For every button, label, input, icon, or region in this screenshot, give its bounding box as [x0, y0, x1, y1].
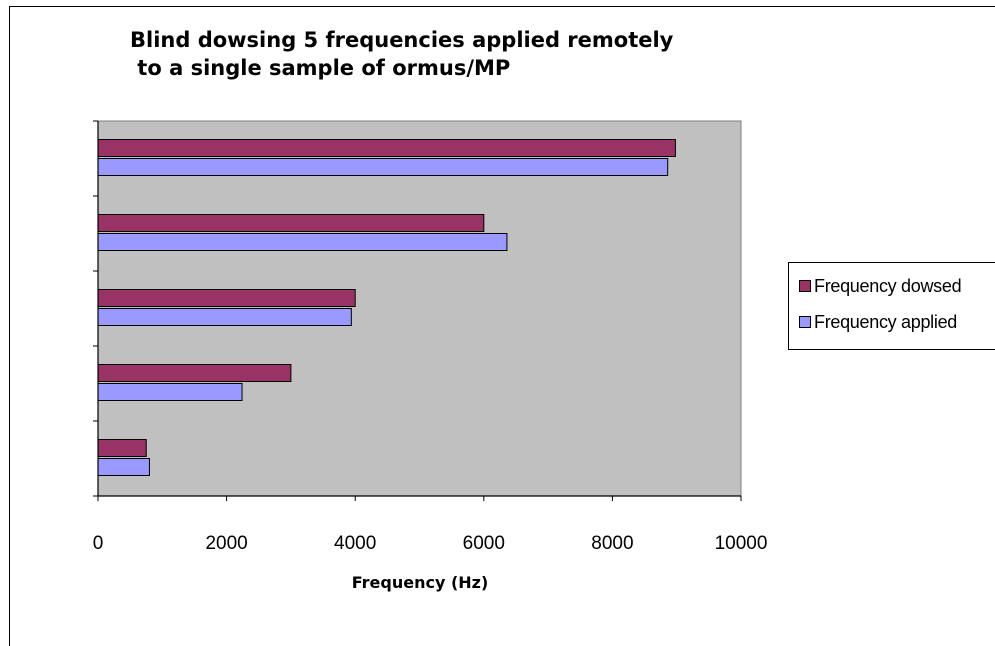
- chart-frame: [9, 6, 995, 646]
- x-axis-title: Frequency (Hz): [352, 573, 489, 592]
- chart-title: Blind dowsing 5 frequencies applied remo…: [130, 28, 674, 80]
- x-tick-label: 10000: [715, 533, 768, 554]
- x-tick-label: 0: [93, 533, 104, 554]
- bar-dowsed-0: [97, 139, 676, 157]
- x-tick-label: 6000: [463, 533, 505, 554]
- bar-applied-2: [97, 308, 352, 326]
- bar-dowsed-3: [97, 364, 292, 382]
- legend-label-dowsed: Frequency dowsed: [814, 275, 962, 296]
- legend-label-applied: Frequency applied: [814, 311, 957, 332]
- legend-item-applied: Frequency applied: [799, 310, 957, 334]
- legend-swatch-dowsed: [799, 280, 811, 292]
- bar-applied-4: [97, 458, 150, 476]
- bar-dowsed-4: [97, 439, 147, 457]
- x-tick-label: 8000: [591, 533, 633, 554]
- x-tick-label: 2000: [205, 533, 247, 554]
- chart-plot: 0 2000 4000 6000 8000 10000 Frequency (Hz): [93, 120, 768, 592]
- bar-applied-3: [97, 383, 243, 401]
- bar-dowsed-2: [97, 289, 356, 307]
- legend-item-dowsed: Frequency dowsed: [799, 274, 962, 298]
- bar-applied-0: [97, 158, 669, 176]
- bar-dowsed-1: [97, 214, 485, 232]
- bar-applied-1: [97, 233, 508, 251]
- legend: Frequency dowsed Frequency applied: [788, 262, 995, 350]
- x-tick-label: 4000: [334, 533, 376, 554]
- legend-swatch-applied: [799, 316, 811, 328]
